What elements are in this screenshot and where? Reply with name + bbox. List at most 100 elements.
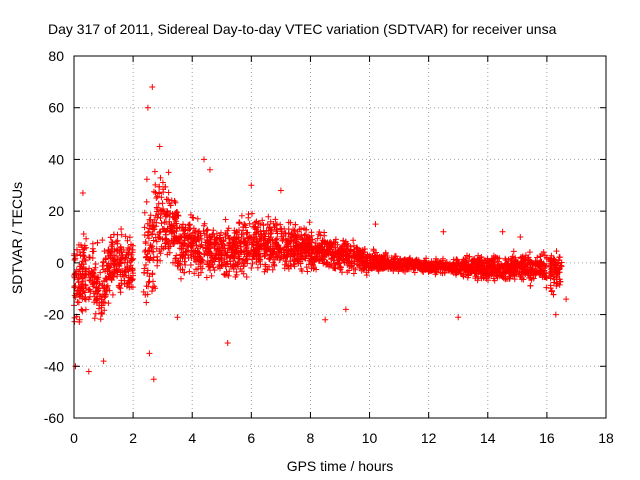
data-point [551,266,558,273]
data-point [126,281,133,287]
data-point [363,272,370,279]
data-point [149,243,156,250]
data-point [290,261,297,268]
data-point [382,251,389,257]
x-tick-label: 14 [480,430,496,446]
data-point [210,231,217,237]
data-point [173,220,180,227]
data-point [226,268,233,275]
data-point [344,269,351,276]
data-point [129,266,136,273]
data-point [260,222,267,229]
x-tick-label: 0 [70,430,78,446]
data-point [171,233,178,240]
data-point [156,143,163,150]
data-point [556,254,563,261]
data-point [385,265,392,272]
data-point [144,220,151,227]
data-point [92,288,99,295]
data-point [340,237,347,244]
data-point [146,235,152,242]
data-point [142,261,149,268]
data-point [480,260,487,267]
data-point [187,252,194,259]
y-tick-label: 60 [48,100,64,116]
data-point [262,231,269,237]
data-point [100,358,107,365]
data-point [404,265,411,272]
data-point [439,261,446,267]
data-point [191,229,198,236]
data-point [191,234,198,241]
data-point [284,248,290,255]
data-point [213,236,220,242]
data-point [149,271,156,278]
data-point [288,230,295,237]
data-point [433,255,439,262]
x-tick-label: 16 [539,430,555,446]
data-point [74,288,81,294]
data-point [154,214,161,221]
data-point [236,219,243,226]
data-point [253,259,260,266]
data-point [342,238,349,245]
data-point [451,262,458,268]
data-point [180,228,187,234]
data-point [258,243,265,250]
data-point [242,242,249,249]
data-point [342,306,349,313]
data-point [157,215,164,221]
data-point [102,275,109,282]
data-point [145,279,152,286]
data-point [527,264,534,271]
data-point [242,222,249,229]
data-point [440,228,447,235]
data-point [96,305,102,312]
data-point [369,263,376,270]
data-point [502,257,509,264]
data-point [96,280,103,287]
data-point [177,239,183,246]
data-point [301,239,308,246]
data-point [99,263,106,269]
data-point [253,247,260,254]
data-point [147,255,154,261]
data-point [457,266,464,273]
data-point [141,248,148,255]
data-point [363,259,369,266]
data-point [237,266,244,272]
data-point [174,224,181,231]
data-point [262,266,269,273]
data-point [220,238,227,245]
data-point [276,257,283,263]
data-point [183,234,190,241]
data-point [111,248,118,255]
data-point [472,275,479,282]
data-point [207,257,214,264]
data-point [303,226,310,233]
data-point [334,248,341,255]
data-point [248,182,255,189]
data-point [108,243,115,250]
data-point [252,219,259,226]
data-point [298,226,304,233]
data-point [245,235,252,242]
data-point [80,272,87,279]
data-point [262,246,269,253]
data-point [152,285,159,292]
data-point [237,243,244,250]
data-point [79,307,86,314]
data-point [556,276,563,283]
data-point [429,264,436,270]
data-point [319,256,326,263]
data-point [325,261,332,268]
data-point [482,257,489,264]
data-point [92,310,99,317]
data-point [150,376,157,383]
x-tick-label: 8 [307,430,315,446]
data-point [550,291,557,298]
data-point [339,269,345,276]
data-point [278,233,285,240]
data-point [409,258,416,265]
